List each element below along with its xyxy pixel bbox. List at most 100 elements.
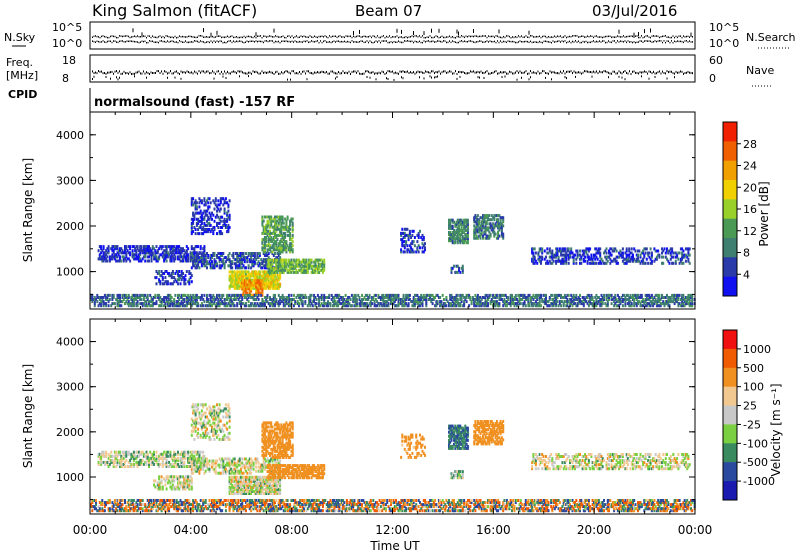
range-gate-cell [489, 232, 492, 236]
noise-search-sample [192, 41, 194, 43]
noise-spike [401, 29, 402, 34]
noise-search-sample [468, 40, 470, 42]
range-gate-cell [289, 268, 292, 272]
range-gate-cell [421, 302, 424, 306]
range-gate-cell [276, 278, 279, 282]
range-gate-cell [236, 270, 239, 274]
range-gate-cell [448, 237, 450, 241]
range-gate-cell [458, 228, 460, 232]
range-gate-cell [614, 259, 617, 263]
range-gate-cell [284, 236, 287, 239]
range-gate-cell [301, 270, 304, 274]
range-gate-cell [318, 266, 321, 270]
range-gate-cell [286, 215, 289, 219]
range-gate-cell [229, 282, 232, 286]
range-gate-cell [271, 278, 274, 282]
range-gate-cell [129, 247, 132, 251]
range-gate-cell [217, 256, 220, 260]
freq-sample [515, 71, 516, 74]
range-gate-cell [332, 304, 334, 308]
range-gate-cell [267, 244, 270, 248]
range-gate-cell [136, 257, 139, 261]
noise-sky-sample [602, 36, 603, 39]
range-gate-cell [180, 296, 183, 299]
range-gate-cell [410, 250, 413, 254]
noise-sky-sample [404, 36, 405, 39]
noise-sky-sample [461, 35, 462, 37]
range-gate-cell [253, 270, 256, 274]
range-gate-cell [270, 221, 273, 225]
range-gate-cell [232, 298, 235, 301]
range-gate-cell [245, 272, 247, 276]
range-gate-cell [233, 274, 236, 278]
noise-search-sample [132, 40, 134, 43]
noise-sky-sample [204, 36, 206, 38]
freq-sample [255, 70, 257, 73]
range-gate-cell [408, 229, 411, 233]
range-gate-cell [270, 266, 273, 270]
range-gate-cell [483, 226, 486, 230]
noise-search-sample [173, 40, 174, 43]
range-gate-cell [291, 229, 294, 233]
range-gate-cell [223, 298, 226, 301]
range-gate-cell [327, 304, 329, 308]
freq-sample [641, 71, 642, 74]
range-gate-cell [277, 302, 280, 306]
range-gate-cell [200, 254, 203, 257]
range-gate-cell [556, 259, 559, 263]
noise-sky-sample [425, 37, 426, 39]
range-gate-cell [257, 298, 260, 301]
range-gate-cell [315, 266, 318, 270]
noise-search-sample [570, 41, 572, 44]
range-gate-cell [270, 240, 273, 244]
range-gate-cell [548, 255, 551, 259]
range-gate-cell [135, 245, 138, 249]
range-gate-cell [246, 283, 249, 287]
range-gate-cell [269, 258, 271, 262]
range-gate-cell [304, 268, 307, 272]
range-gate-cell [219, 258, 222, 262]
range-gate-cell [236, 274, 239, 278]
range-gate-cell [274, 270, 276, 274]
range-gate-cell [275, 258, 278, 262]
range-gate-cell [388, 296, 391, 299]
noise-sky-sample [336, 36, 338, 39]
range-gate-cell [684, 259, 687, 263]
range-gate-cell [453, 231, 455, 234]
range-gate-cell [449, 304, 452, 308]
range-gate-cell [550, 261, 553, 265]
range-gate-cell [599, 259, 602, 263]
range-gate-cell [368, 296, 371, 299]
range-gate-cell [255, 298, 258, 301]
range-gate-cell [267, 264, 270, 268]
range-gate-cell [582, 257, 585, 261]
range-gate-cell [240, 266, 242, 270]
range-gate-cell [377, 302, 380, 306]
range-gate-cell [224, 298, 227, 301]
range-gate-cell [204, 209, 207, 213]
range-gate-cell [255, 272, 258, 276]
range-gate-cell [304, 300, 307, 304]
range-gate-cell [285, 219, 288, 223]
range-gate-cell [649, 261, 652, 265]
freq-sample [420, 70, 422, 73]
range-gate-cell [169, 245, 172, 249]
noise-sky-sample [329, 35, 330, 37]
freq-sample [510, 71, 512, 74]
range-gate-cell [407, 304, 410, 308]
range-gate-cell [561, 247, 564, 251]
range-gate-cell [139, 293, 142, 297]
range-gate-cell [198, 258, 201, 262]
noise-sky-sample [671, 36, 672, 39]
noise-sky-sample [258, 35, 260, 37]
range-gate-cell [455, 298, 458, 301]
range-gate-cell [178, 257, 181, 261]
range-gate-cell [272, 225, 275, 229]
range-gate-cell [277, 276, 280, 280]
range-gate-cell [247, 285, 250, 289]
range-gate-cell [208, 221, 211, 225]
freq-sample [321, 70, 323, 73]
noise-search-sample [557, 40, 558, 43]
range-gate-cell [584, 255, 587, 259]
noise-sky-sample [537, 36, 539, 38]
